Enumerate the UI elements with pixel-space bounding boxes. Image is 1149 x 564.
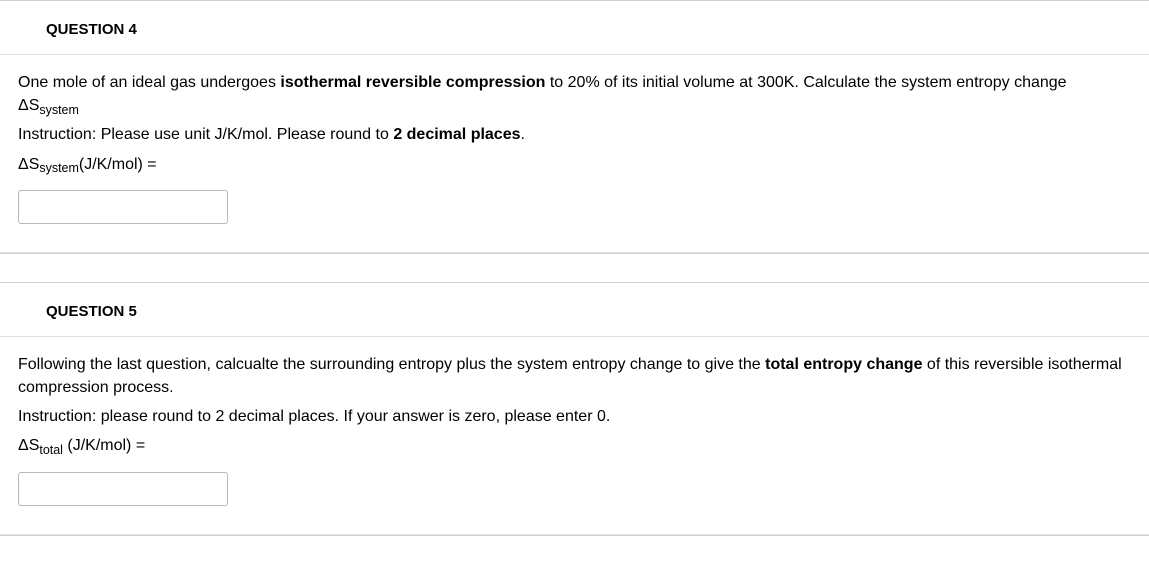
instruction-text: Instruction: please round to 2 decimal p…: [18, 405, 1131, 428]
questions-container: QUESTION 4 One mole of an ideal gas unde…: [0, 0, 1149, 536]
question-header: QUESTION 4: [0, 1, 1149, 55]
text-bold: isothermal reversible compression: [280, 74, 545, 91]
answer-input[interactable]: [18, 190, 228, 224]
text: (J/K/mol) =: [79, 156, 157, 173]
text: ΔS: [18, 437, 39, 454]
text: Instruction: please round to 2 decimal p…: [18, 408, 610, 425]
question-body: One mole of an ideal gas undergoes isoth…: [0, 55, 1149, 253]
text-bold: total entropy change: [765, 356, 922, 373]
question-text: One mole of an ideal gas undergoes isoth…: [18, 71, 1131, 117]
answer-label: ΔSsystem(J/K/mol) =: [18, 153, 1131, 176]
question-block-4: QUESTION 4 One mole of an ideal gas unde…: [0, 0, 1149, 254]
text-bold: 2 decimal places: [393, 126, 520, 143]
text: (J/K/mol) =: [63, 437, 145, 454]
answer-input[interactable]: [18, 472, 228, 506]
text: .: [521, 126, 525, 143]
text: Following the last question, calcualte t…: [18, 356, 765, 373]
subscript: system: [39, 103, 79, 117]
text: ΔS: [18, 156, 39, 173]
text: Instruction: Please use unit J/K/mol. Pl…: [18, 126, 393, 143]
instruction-text: Instruction: Please use unit J/K/mol. Pl…: [18, 123, 1131, 146]
answer-label: ΔStotal (J/K/mol) =: [18, 434, 1131, 457]
subscript: system: [39, 161, 79, 175]
question-text: Following the last question, calcualte t…: [18, 353, 1131, 399]
subscript: total: [39, 443, 63, 457]
text: One mole of an ideal gas undergoes: [18, 74, 280, 91]
question-block-5: QUESTION 5 Following the last question, …: [0, 282, 1149, 536]
question-body: Following the last question, calcualte t…: [0, 337, 1149, 535]
question-header: QUESTION 5: [0, 283, 1149, 337]
